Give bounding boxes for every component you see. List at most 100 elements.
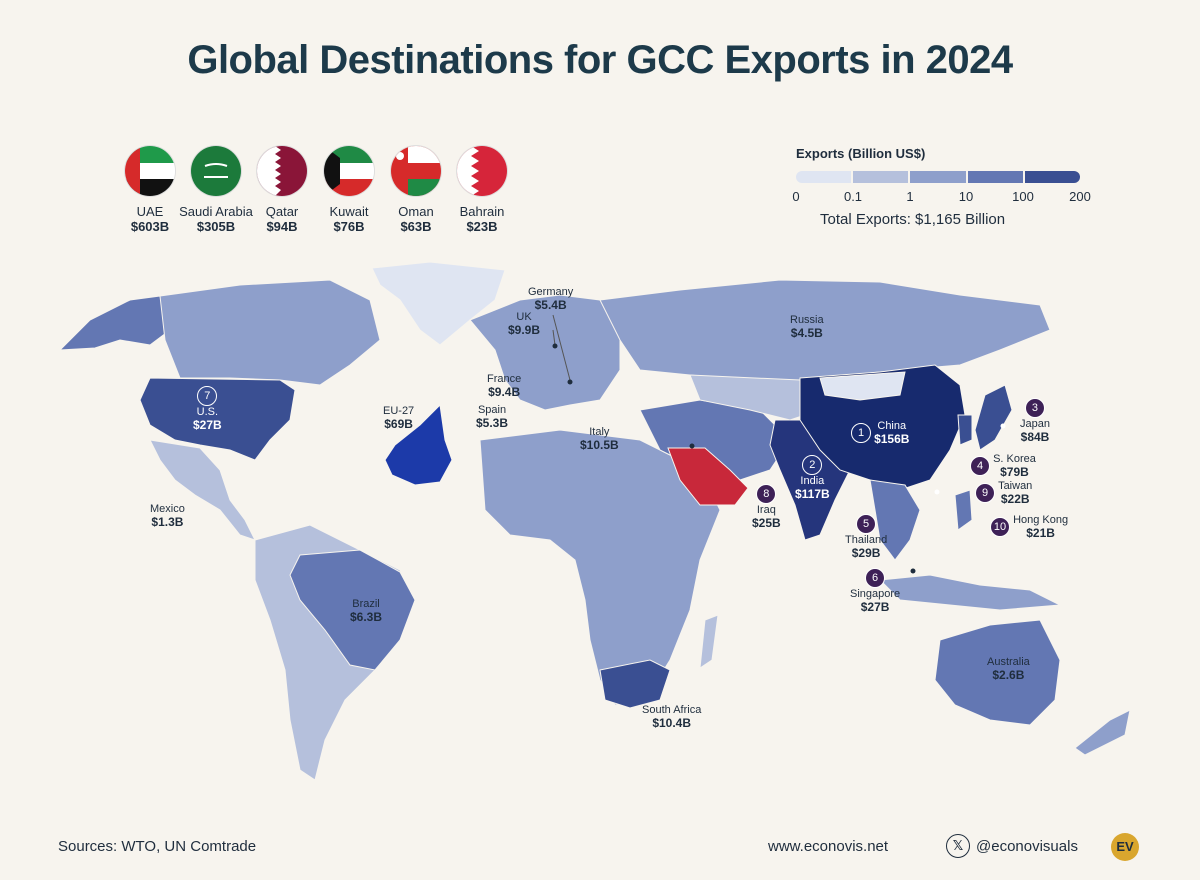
country-value: $1.3B [151,515,184,529]
legend-title: Exports (Billion US$) [796,146,926,161]
handle-text: @econovisuals [976,837,1078,855]
country-value: $6.3B [350,610,383,624]
country-name: Singapore [850,588,901,600]
country-name: Italy [589,426,610,438]
flag-name: Kuwait [329,204,369,219]
flag-saudi-arabia: Saudi Arabia $305B [171,146,261,234]
website-link[interactable]: www.econovis.net [768,838,889,855]
x-logo-icon: 𝕏 [946,834,970,858]
legend-swatch [853,171,911,183]
flag-value: $603B [130,219,170,234]
flag-bahrain: Bahrain $23B [437,146,527,234]
rank-badge: 9 [975,483,995,503]
rank-badge: 10 [990,517,1010,537]
legend-color-scale [796,171,1080,183]
flag-name: Oman [398,204,434,219]
legend-swatch [910,171,968,183]
legend-tick: 100 [1012,189,1034,204]
label-spain: Spain $5.3B [476,404,508,430]
country-name: UK [516,311,532,323]
label-uk: UK $9.9B [508,311,540,337]
rank-badge: 8 [756,484,777,504]
oman-flag-icon [391,146,441,196]
legend-swatch [967,171,1025,183]
country-name: Russia [790,314,824,326]
country-value: $21B [1026,526,1055,540]
world-map [58,261,1131,781]
country-value: $10.4B [652,716,692,730]
label-russia: Russia $4.5B [790,314,824,340]
flag-value: $23B [466,219,498,234]
social-handle[interactable]: 𝕏 @econovisuals [946,834,1078,858]
rank-badge: 7 [197,386,218,406]
southeast-asia [869,479,921,561]
label-iraq: 8 Iraq $25B [752,484,781,530]
page-title: Global Destinations for GCC Exports in 2… [187,38,1013,82]
flag-value: $76B [333,219,365,234]
gcc-region [667,447,749,506]
country-value: $27B [860,600,890,614]
legend-ticks: 0 0.1 1 10 100 200 [792,189,1090,205]
country-value: $9.4B [488,385,521,399]
country-value: $25B [752,516,781,530]
legend-swatch [1024,171,1080,183]
country-name: S. Korea [993,453,1036,465]
qatar-flag-icon [257,146,307,196]
label-brazil: Brazil $6.3B [350,598,382,624]
rank-badge: 2 [802,455,823,475]
russia [599,279,1051,381]
flag-value: $305B [196,219,236,234]
country-value: $22B [1000,492,1030,506]
country-name: EU-27 [383,405,415,417]
country-name: Australia [987,656,1030,668]
bahrain-flag-icon [457,146,507,196]
country-name: France [487,373,522,385]
rank-badge: 5 [856,514,877,534]
country-name: Mexico [150,503,185,515]
country-value: $84B [1020,430,1050,444]
label-taiwan: 9 Taiwan $22B [975,480,1032,506]
legend-tick: 1 [906,189,914,204]
country-name: Brazil [352,598,380,610]
new-zealand [1074,709,1131,756]
country-value: $4.5B [790,326,823,340]
korea [957,414,973,446]
country-name: China [877,420,907,432]
label-singapore: 6 Singapore $27B [850,568,900,614]
label-mexico: Mexico $1.3B [150,503,185,529]
country-name: South Africa [642,704,702,716]
canada [159,279,381,386]
kuwait-flag-icon [324,146,374,196]
usa [139,377,296,461]
econovis-logo: EV [1111,833,1139,861]
country-value: $79B [1000,465,1029,479]
label-hong-kong: 10 Hong Kong $21B [990,514,1068,540]
country-name: Taiwan [998,480,1033,492]
country-value: $2.6B [992,668,1025,682]
country-name: Iraq [756,504,776,516]
label-germany: Germany $5.4B [528,286,573,312]
country-name: Thailand [845,534,888,546]
country-value: $117B [795,487,830,501]
japan [974,384,1013,451]
flag-uae: UAE $603B [105,146,195,234]
flag-value: $63B [400,219,432,234]
south-africa [599,659,671,709]
label-france: France $9.4B [487,373,521,399]
country-name: Hong Kong [1013,514,1069,526]
eu-27-inset [384,403,453,486]
country-value: $156B [874,432,910,446]
legend-swatch [796,171,854,183]
country-value: $27B [193,418,222,432]
madagascar [699,614,719,670]
label-italy: Italy $10.5B [580,426,619,452]
legend-tick: 0 [792,189,800,204]
australia [934,619,1061,726]
country-value: $9.9B [508,323,541,337]
brazil [289,549,416,671]
label-japan: 3 Japan $84B [1020,398,1050,444]
flag-kuwait: Kuwait $76B [304,146,394,234]
uae-flag-icon [125,146,175,196]
country-value: $5.4B [534,298,567,312]
country-value: $5.3B [476,416,509,430]
